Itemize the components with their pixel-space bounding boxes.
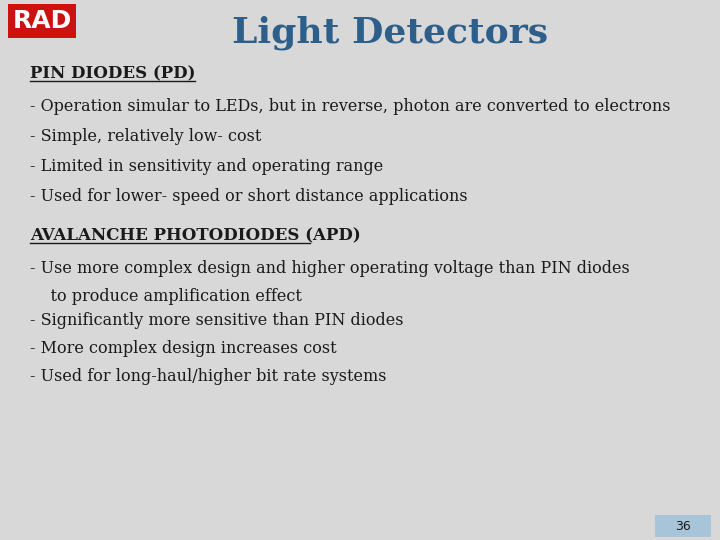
Text: - Operation simular to LEDs, but in reverse, photon are converted to electrons: - Operation simular to LEDs, but in reve… (30, 98, 670, 115)
Text: - Simple, relatively low- cost: - Simple, relatively low- cost (30, 128, 261, 145)
Text: 36: 36 (675, 519, 691, 532)
Text: Light Detectors: Light Detectors (232, 16, 548, 50)
FancyBboxPatch shape (655, 515, 711, 537)
Text: - Limited in sensitivity and operating range: - Limited in sensitivity and operating r… (30, 158, 383, 175)
Text: - Used for long-haul/higher bit rate systems: - Used for long-haul/higher bit rate sys… (30, 368, 387, 385)
FancyBboxPatch shape (8, 4, 76, 38)
Text: AVALANCHE PHOTODIODES (APD): AVALANCHE PHOTODIODES (APD) (30, 227, 361, 245)
Text: to produce amplification effect: to produce amplification effect (30, 288, 302, 305)
Text: - Use more complex design and higher operating voltage than PIN diodes: - Use more complex design and higher ope… (30, 260, 630, 277)
Text: - Significantly more sensitive than PIN diodes: - Significantly more sensitive than PIN … (30, 312, 403, 329)
Text: - Used for lower- speed or short distance applications: - Used for lower- speed or short distanc… (30, 188, 467, 205)
Text: PIN DIODES (PD): PIN DIODES (PD) (30, 65, 196, 83)
Text: - More complex design increases cost: - More complex design increases cost (30, 340, 337, 357)
Text: RAD: RAD (12, 9, 71, 33)
